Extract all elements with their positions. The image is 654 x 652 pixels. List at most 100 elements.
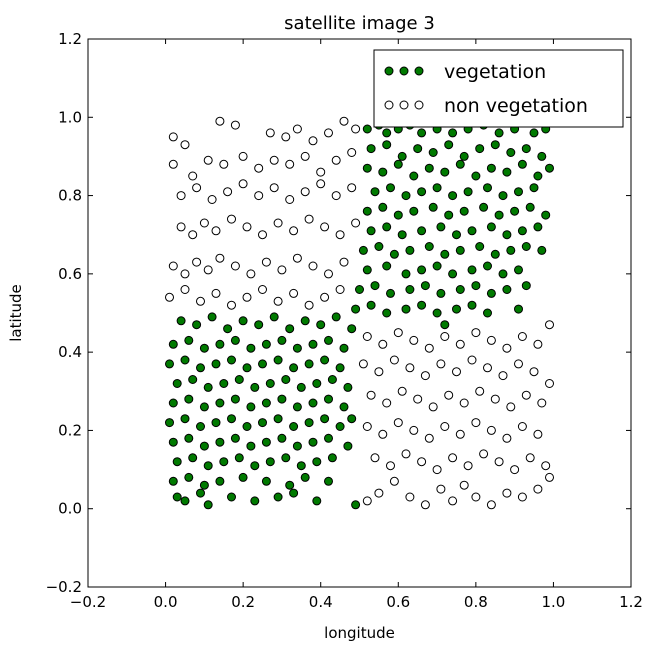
legend-box [373, 49, 624, 128]
vegetation-point [498, 191, 508, 201]
non-vegetation-point [486, 425, 496, 435]
vegetation-point [324, 476, 333, 486]
non-vegetation-point [347, 148, 357, 157]
non-vegetation-point [440, 332, 450, 341]
vegetation-point [452, 304, 461, 314]
non-vegetation-point [223, 187, 233, 197]
vegetation-point [223, 324, 233, 334]
non-vegetation-point [471, 328, 481, 338]
non-vegetation-point [230, 261, 240, 271]
vegetation-point [320, 355, 330, 365]
vegetation-point [273, 355, 283, 365]
vegetation-point [502, 285, 512, 294]
non-vegetation-point [366, 390, 376, 400]
vegetation-point [510, 206, 520, 216]
vegetation-point [281, 453, 291, 463]
vegetation-point [436, 222, 446, 232]
vegetation-point [521, 144, 531, 154]
vegetation-point [436, 288, 446, 298]
vegetation-point [440, 249, 450, 259]
non-vegetation-point [424, 343, 434, 353]
vegetation-point [378, 202, 388, 212]
vegetation-point [192, 320, 202, 330]
vegetation-point [393, 159, 403, 169]
non-vegetation-point [362, 332, 372, 341]
vegetation-point [405, 245, 415, 255]
vegetation-point [366, 226, 376, 236]
vegetation-point [246, 343, 256, 353]
vegetation-point [490, 249, 500, 259]
non-vegetation-point [483, 363, 492, 373]
vegetation-point [432, 308, 442, 318]
vegetation-point [537, 151, 547, 161]
non-vegetation-point [545, 472, 554, 482]
non-vegetation-point [428, 402, 438, 412]
vegetation-point [370, 187, 380, 197]
vegetation-point [541, 210, 551, 220]
vegetation-point [382, 222, 392, 232]
non-vegetation-point [180, 140, 190, 150]
non-vegetation-point [455, 339, 465, 349]
non-vegetation-point [417, 457, 427, 467]
non-vegetation-point [378, 429, 388, 439]
vegetation-point [401, 269, 411, 279]
vegetation-point [475, 242, 485, 251]
non-vegetation-point [168, 159, 178, 169]
vegetation-point [250, 382, 260, 392]
non-vegetation-point [165, 292, 174, 302]
vegetation-point [172, 492, 182, 502]
vegetation-point [483, 183, 492, 193]
non-vegetation-point [335, 230, 345, 240]
vegetation-point [409, 206, 419, 216]
vegetation-point [347, 324, 357, 334]
vegetation-point [459, 151, 469, 161]
vegetation-point [467, 226, 477, 236]
vegetation-point [401, 304, 411, 314]
non-vegetation-point [242, 222, 252, 232]
non-vegetation-point [401, 449, 411, 459]
non-vegetation-point [378, 339, 388, 349]
vegetation-point [533, 171, 543, 181]
vegetation-point [475, 144, 485, 154]
x-axis-label: longitude [324, 624, 395, 642]
vegetation-point [300, 316, 310, 326]
non-vegetation-point [289, 226, 299, 236]
non-vegetation-point [533, 429, 543, 439]
vegetation-point [289, 488, 299, 498]
vegetation-point [343, 441, 353, 451]
non-vegetation-point [292, 253, 302, 263]
vegetation-point [401, 191, 411, 201]
non-vegetation-point [358, 359, 368, 369]
non-vegetation-point [351, 218, 361, 228]
vegetation-point [417, 300, 427, 310]
vegetation-point [304, 418, 314, 428]
vegetation-point [428, 202, 438, 212]
legend-marker-non-vegetation [414, 100, 424, 110]
non-vegetation-point [292, 124, 302, 134]
non-vegetation-point [230, 120, 240, 130]
vegetation-point [242, 422, 252, 431]
non-vegetation-point [335, 285, 345, 294]
vegetation-point [292, 402, 302, 412]
non-vegetation-point [168, 132, 178, 142]
legend-marker-non-vegetation [399, 100, 409, 110]
non-vegetation-point [308, 261, 318, 271]
vegetation-point [289, 422, 299, 431]
vegetation-point [258, 418, 267, 428]
non-vegetation-point [269, 155, 279, 165]
vegetation-point [483, 261, 492, 271]
vegetation-point [486, 222, 496, 232]
vegetation-point [517, 226, 527, 236]
x-tick-label: 0.6 [386, 593, 410, 611]
vegetation-point [455, 245, 465, 255]
vegetation-point [533, 222, 543, 232]
vegetation-point [238, 472, 248, 482]
vegetation-point [285, 324, 295, 334]
non-vegetation-point [215, 116, 225, 126]
non-vegetation-point [304, 214, 314, 224]
vegetation-point [382, 308, 392, 318]
non-vegetation-point [382, 398, 392, 408]
non-vegetation-point [517, 332, 527, 341]
vegetation-point [196, 422, 205, 431]
vegetation-point [215, 476, 225, 486]
